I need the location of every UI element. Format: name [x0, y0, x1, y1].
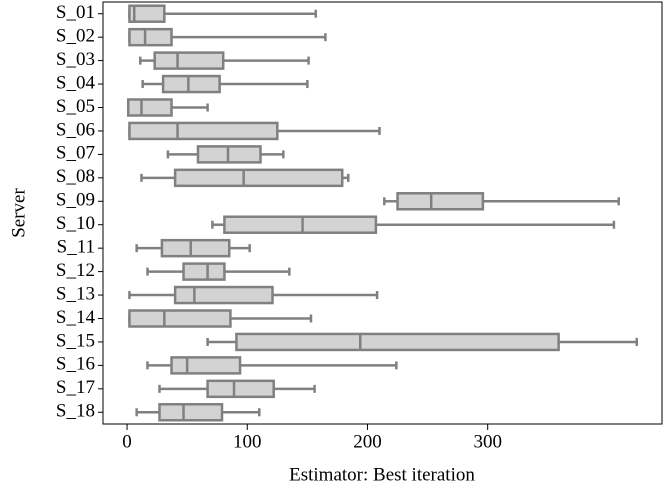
y-tick-label: S_15: [56, 330, 95, 351]
box: [160, 238, 231, 258]
box: [173, 285, 274, 305]
y-tick-label: S_13: [56, 283, 95, 304]
y-tick-label: S_18: [56, 401, 95, 422]
box: [128, 121, 279, 141]
y-tick-label: S_09: [56, 190, 95, 211]
y-tick-label: S_17: [56, 377, 95, 398]
y-tick-label: S_10: [56, 213, 95, 234]
y-tick-label: S_16: [56, 354, 95, 375]
x-tick-label: 300: [473, 431, 502, 452]
box: [206, 379, 275, 399]
y-axis-label: Server: [8, 188, 29, 238]
x-tick-label: 0: [122, 431, 132, 452]
box: [235, 332, 560, 352]
box: [128, 27, 173, 47]
box: [182, 262, 226, 281]
box: [223, 215, 378, 234]
box: [128, 309, 232, 328]
box: [153, 51, 225, 70]
box: [161, 74, 221, 94]
plot-frame: [102, 1, 663, 425]
y-tick-label: S_05: [56, 96, 95, 117]
box: [173, 168, 344, 188]
y-tick-label: S_06: [56, 119, 95, 140]
y-tick-label: S_01: [56, 2, 95, 23]
x-axis-label: Estimator: Best iteration: [289, 464, 475, 485]
y-tick-label: S_08: [56, 166, 95, 187]
y-tick-label: S_02: [56, 26, 95, 47]
x-tick-label: 200: [353, 431, 382, 452]
box: [170, 356, 242, 375]
y-tick-label: S_12: [56, 260, 95, 281]
box: [396, 192, 485, 211]
y-tick-label: S_07: [56, 143, 95, 164]
box: [128, 4, 166, 23]
x-tick-label: 100: [233, 431, 262, 452]
box: [126, 98, 173, 117]
box: [158, 403, 224, 422]
y-tick-label: S_04: [56, 72, 96, 93]
y-tick-label: S_03: [56, 49, 95, 70]
y-tick-label: S_14: [56, 307, 96, 328]
y-tick-label: S_11: [57, 237, 95, 258]
